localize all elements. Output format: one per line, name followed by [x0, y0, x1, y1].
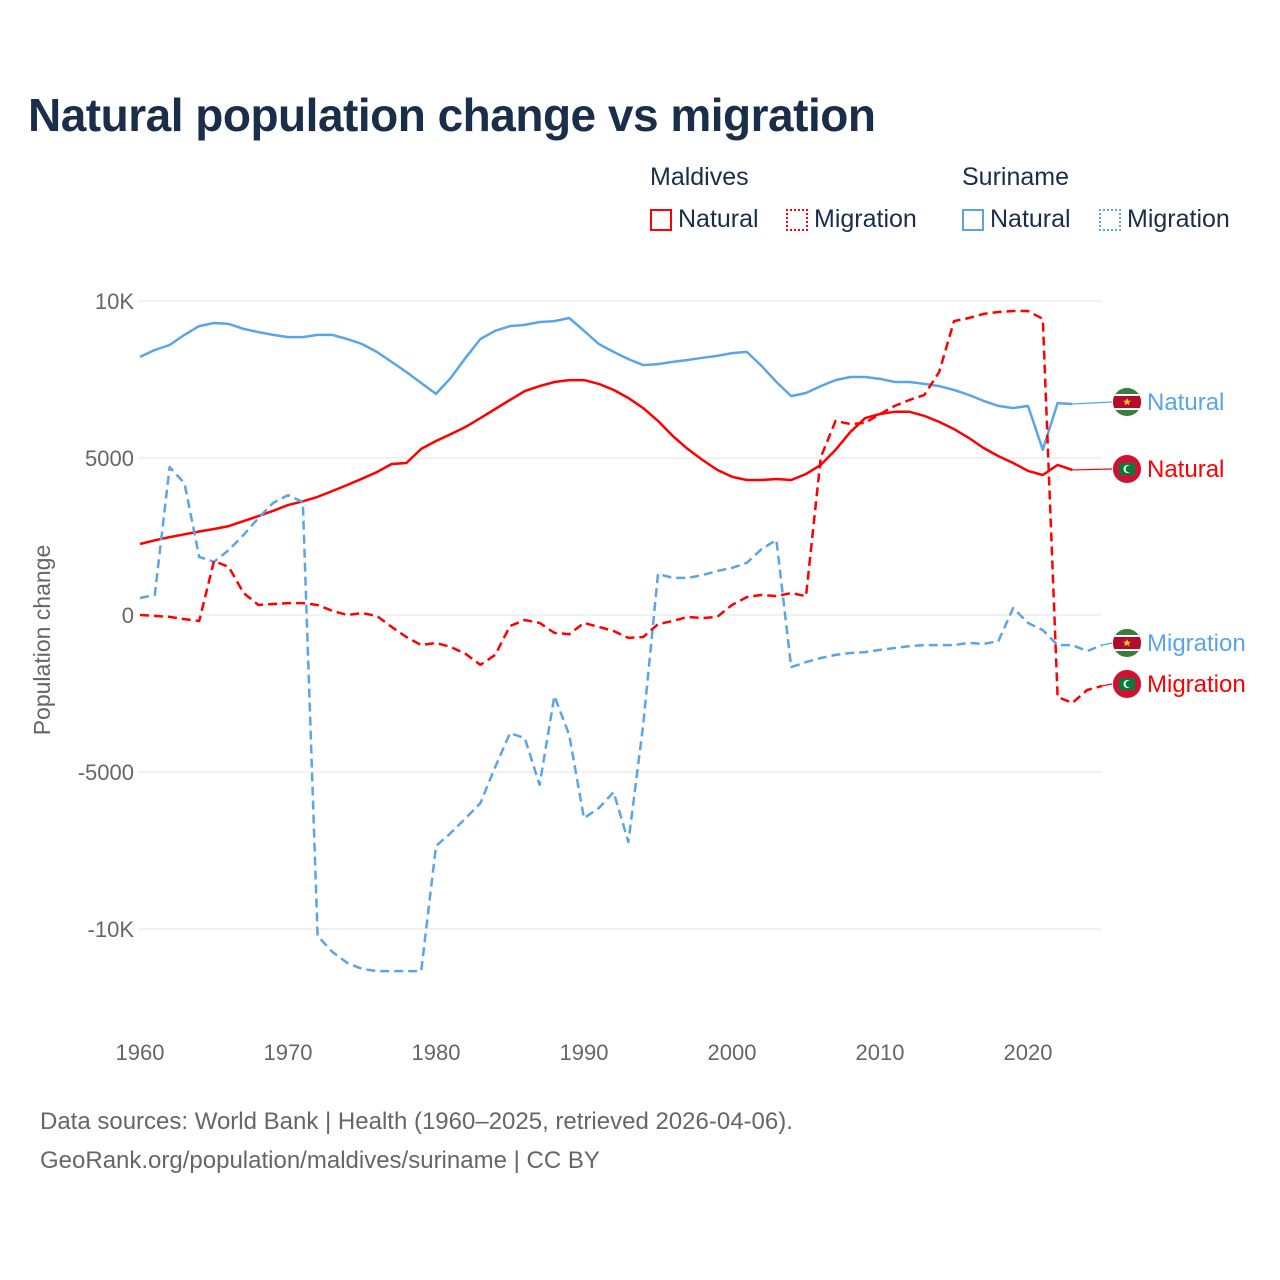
- flag-border: [1112, 628, 1142, 658]
- suriname-flag-icon: [1112, 387, 1142, 417]
- swatch-dotted-red: [786, 208, 808, 231]
- swatch-dotted-blue: [1099, 208, 1121, 231]
- flag-clip: [1113, 629, 1141, 657]
- footer-sources: Data sources: World Bank | Health (1960–…: [40, 1108, 793, 1135]
- flag-clip: [1113, 455, 1141, 483]
- x-tick-label: 1980: [412, 1040, 461, 1065]
- x-tick-label: 1990: [560, 1040, 609, 1065]
- flag-star: [1123, 398, 1131, 406]
- maldives-flag-icon: [1112, 669, 1142, 699]
- legend-suriname-natural[interactable]: Natural: [962, 205, 1071, 234]
- end-label: Natural: [1147, 456, 1224, 483]
- end-label: Migration: [1147, 630, 1246, 657]
- y-tick-label: -5000: [78, 760, 134, 785]
- end-label: Migration: [1147, 671, 1246, 698]
- suriname-flag-icon: [1112, 628, 1142, 658]
- swatch-solid-blue: [962, 208, 984, 231]
- legend-maldives-natural[interactable]: Natural: [650, 205, 759, 234]
- flag-border: [1112, 454, 1142, 484]
- label-connector: [1072, 401, 1113, 405]
- footer-link[interactable]: GeoRank.org/population/maldives/suriname…: [40, 1147, 600, 1174]
- swatch-solid-red: [650, 208, 672, 231]
- maldives-natural-line: [139, 378, 1073, 546]
- y-tick-label: 0: [122, 603, 134, 628]
- legend-group-suriname: Suriname: [962, 163, 1069, 191]
- legend-suriname-migration[interactable]: Migration: [1099, 205, 1230, 234]
- flag-clip: [1113, 388, 1141, 416]
- end-label: Natural: [1147, 389, 1224, 416]
- y-tick-label: 10K: [95, 289, 134, 314]
- x-tick-label: 2000: [708, 1040, 757, 1065]
- legend-label: Natural: [990, 205, 1071, 233]
- suriname-natural-line: [139, 316, 1073, 452]
- legend-maldives-migration[interactable]: Migration: [786, 205, 917, 234]
- x-tick-label: 1960: [116, 1040, 165, 1065]
- y-axis-label: Population change: [29, 545, 55, 736]
- flag-border: [1112, 387, 1142, 417]
- legend-label: Migration: [814, 205, 917, 233]
- suriname-migration-line: [139, 465, 1103, 973]
- flag-clip: [1113, 670, 1141, 698]
- maldives-migration-line: [139, 309, 1103, 705]
- x-tick-label: 2020: [1004, 1040, 1053, 1065]
- chart-title: Natural population change vs migration: [28, 89, 876, 141]
- legend-group-maldives: Maldives: [650, 163, 749, 191]
- flag-star: [1123, 639, 1131, 647]
- flag-crescent-cut: [1125, 680, 1133, 688]
- label-connector: [1101, 642, 1113, 646]
- legend-label: Migration: [1127, 205, 1230, 233]
- x-tick-label: 1970: [264, 1040, 313, 1065]
- x-tick-label: 2010: [856, 1040, 905, 1065]
- label-connector: [1072, 468, 1113, 471]
- y-tick-label: 5000: [85, 446, 134, 471]
- legend-label: Natural: [678, 205, 759, 233]
- maldives-flag-icon: [1112, 454, 1142, 484]
- flag-crescent-cut: [1125, 465, 1133, 473]
- y-tick-label: -10K: [88, 917, 135, 942]
- flag-border: [1112, 669, 1142, 699]
- label-connector: [1101, 683, 1113, 687]
